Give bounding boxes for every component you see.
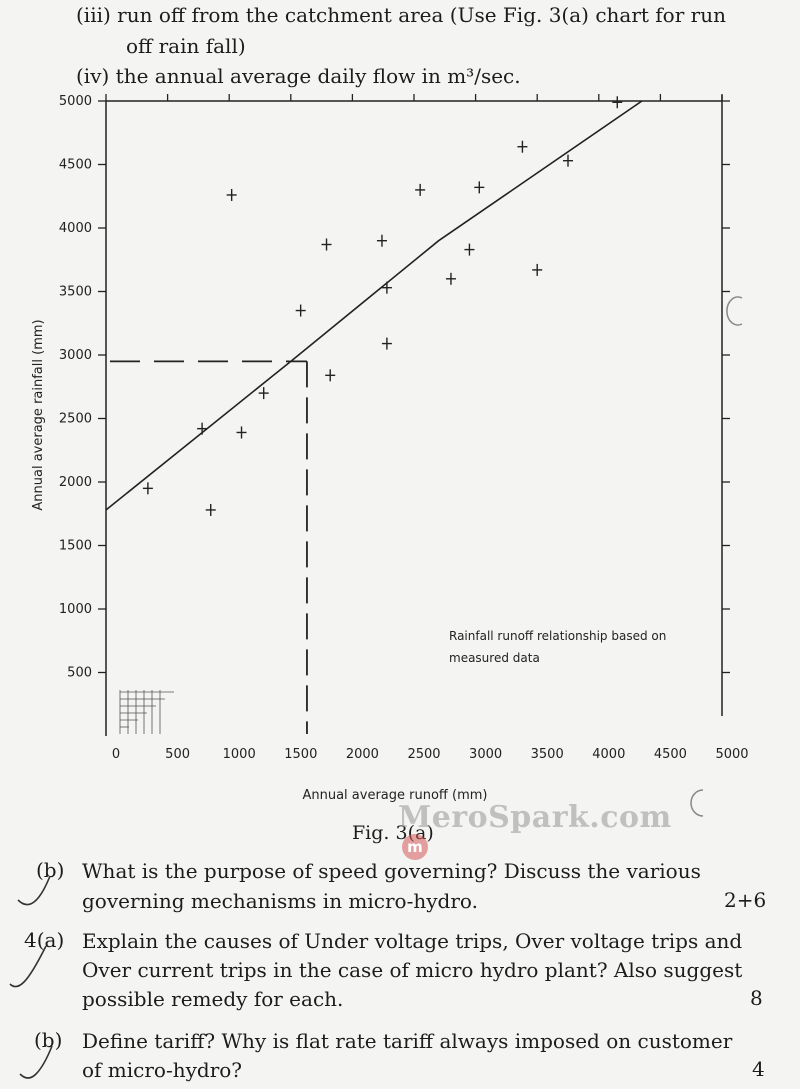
question-4b-label: (b)	[34, 1028, 63, 1052]
watermark: MeroSpark.com	[398, 800, 672, 835]
data-point	[205, 503, 216, 516]
question-4a-line1: Explain the causes of Under voltage trip…	[82, 929, 743, 953]
data-point	[464, 243, 475, 256]
data-point	[321, 238, 332, 251]
y-tick-label: 1500	[59, 539, 92, 554]
x-tick-label: 1500	[284, 747, 317, 762]
data-point	[236, 426, 247, 439]
data-point	[376, 234, 387, 247]
x-axis-label: Annual average runoff (mm)	[302, 788, 487, 803]
y-tick-label: 3500	[59, 285, 92, 300]
x-tick-label: 3500	[531, 747, 564, 762]
x-tick-label: 1000	[223, 747, 256, 762]
data-point	[563, 154, 573, 167]
y-tick-label: 5000	[59, 94, 92, 109]
data-point	[258, 387, 269, 400]
question-5b-line1: What is the purpose of speed governing? …	[82, 859, 701, 883]
chart-annotation-line2: measured data	[449, 651, 540, 665]
watermark-logo: m	[402, 834, 428, 860]
x-tick-label: 500	[165, 747, 190, 762]
data-point	[415, 183, 426, 196]
reading-guide-lines	[110, 360, 308, 734]
question-4a-marks: 8	[750, 986, 763, 1010]
question-4a-line2: Over current trips in the case of micro …	[82, 958, 743, 982]
y-tick-label: 500	[67, 666, 92, 681]
checkmark-icon	[19, 1045, 53, 1079]
y-axis-label: Annual average rainfall (mm)	[31, 319, 46, 510]
data-point	[226, 188, 237, 201]
x-tick-label: 4000	[592, 747, 625, 762]
question-iii-line1: (iii) run off from the catchment area (U…	[76, 3, 726, 27]
data-point	[532, 263, 543, 276]
y-tick-label: 3000	[59, 348, 92, 363]
question-5b-line2: governing mechanisms in micro-hydro.	[82, 889, 478, 913]
y-tick-label: 2500	[59, 412, 92, 427]
checkmark-icon	[17, 875, 51, 906]
binder-hole-mark	[690, 789, 704, 817]
x-tick-label: 2000	[346, 747, 379, 762]
chart-annotation-line1: Rainfall runoff relationship based on	[449, 629, 666, 643]
x-tick-label: 3000	[469, 747, 502, 762]
trend-line	[105, 100, 643, 511]
question-4b-marks: 4	[752, 1057, 765, 1081]
rainfall-runoff-chart: 500100015002000250030003500400045005000 …	[31, 94, 749, 817]
data-point	[295, 304, 306, 317]
data-point	[445, 272, 456, 285]
data-point	[325, 369, 336, 382]
x-tick-label: 4500	[654, 747, 687, 762]
data-point	[381, 337, 392, 350]
data-point	[474, 181, 485, 194]
x-tick-label: 5000	[715, 747, 748, 762]
data-points	[142, 96, 623, 516]
data-point	[197, 422, 208, 435]
x-axis: 0 500 1000 1500 2000 2500 3000 3500 4000 4500 5000	[105, 94, 749, 762]
data-point	[612, 96, 623, 109]
question-4b-line2: of micro-hydro?	[82, 1058, 243, 1082]
origin-hatch	[119, 690, 174, 734]
checkmark-icon	[9, 945, 47, 988]
question-4a-line3: possible remedy for each.	[82, 987, 344, 1011]
question-5b-marks: 2+6	[724, 888, 767, 912]
question-4b-line1: Define tariff? Why is flat rate tariff a…	[82, 1029, 733, 1053]
y-axis: 500 1000 1500 2000 2500 3000 3500 4000 4500 5000	[59, 94, 730, 681]
question-5b-label: (b)	[36, 858, 65, 882]
data-point	[517, 140, 528, 153]
x-tick-label: 0	[112, 747, 120, 762]
y-tick-label: 4000	[59, 221, 92, 236]
x-tick-label: 2500	[407, 747, 440, 762]
data-point	[142, 482, 153, 495]
question-iii-line2: off rain fall)	[126, 34, 246, 58]
y-tick-label: 4500	[59, 158, 92, 173]
data-point	[381, 281, 392, 294]
y-tick-label: 1000	[59, 602, 92, 617]
y-tick-label: 2000	[59, 475, 92, 490]
question-iv: (iv) the annual average daily flow in m³…	[76, 64, 521, 88]
binder-hole-mark	[726, 296, 743, 326]
